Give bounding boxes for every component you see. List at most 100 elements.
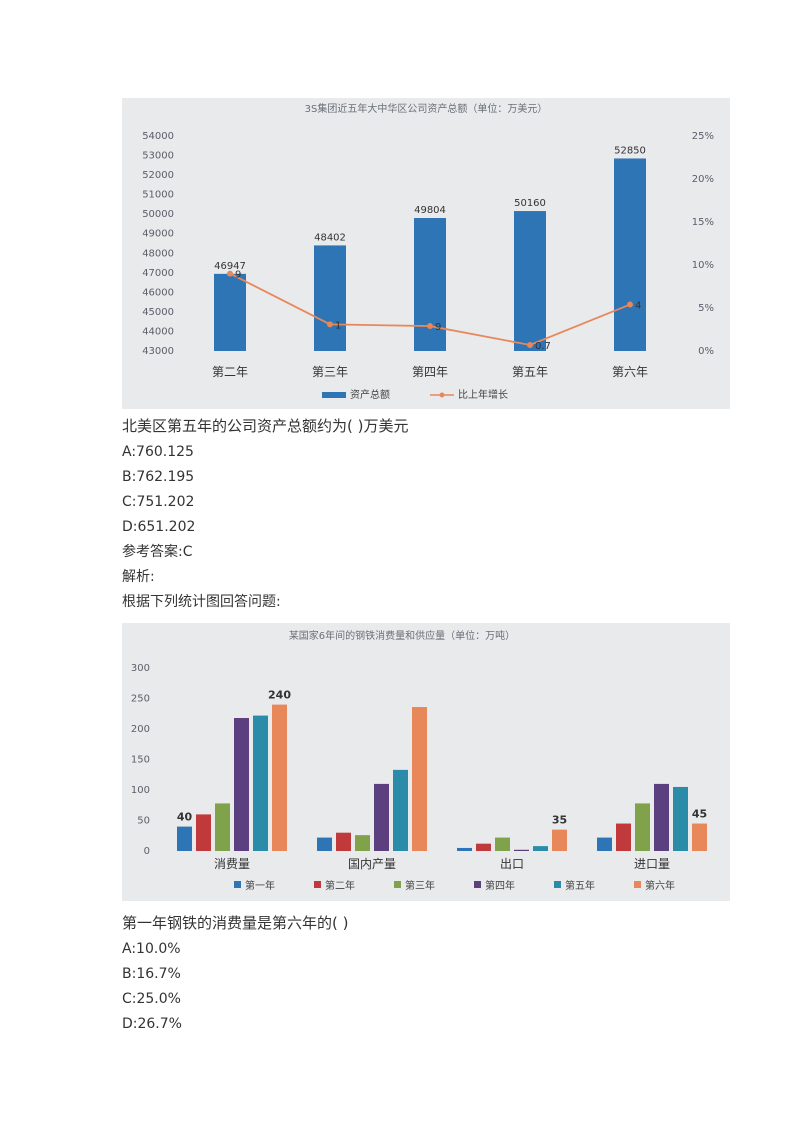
bar-data-label: 46947 xyxy=(214,261,246,272)
right-axis-tick-label: 10% xyxy=(692,260,714,271)
steel-chart-svg: 某国家6年间的钢铁消费量和供应量（单位：万吨） 300 250 200 150 100 5… xyxy=(131,629,707,892)
bar xyxy=(692,823,707,851)
bar xyxy=(514,211,546,351)
bar xyxy=(355,835,370,851)
legend-label: 第六年 xyxy=(645,879,675,892)
question2-option-d: D:26.7% xyxy=(122,1016,182,1032)
asset-chart: 3S集团近五年大中华区公司资产总额（单位：万美元） 54000 53000 5200… xyxy=(122,98,730,409)
legend-swatch-bar xyxy=(322,392,346,398)
right-axis-tick-label: 25% xyxy=(692,131,714,142)
bar-data-label: 240 xyxy=(268,689,291,702)
bar xyxy=(214,273,246,351)
bar xyxy=(616,823,631,851)
bar xyxy=(314,245,346,351)
question1-option-b: B:762.195 xyxy=(122,469,195,485)
y-axis-tick-label: 250 xyxy=(131,694,150,705)
right-axis-tick-label: 15% xyxy=(692,217,714,228)
left-axis-tick-label: 45000 xyxy=(142,307,174,318)
bar xyxy=(177,826,192,851)
right-axis-tick-label: 0% xyxy=(698,346,714,357)
bar-data-label: 48402 xyxy=(314,232,346,243)
bar xyxy=(514,849,529,851)
category-label: 第六年 xyxy=(612,365,648,379)
legend-label: 第二年 xyxy=(325,879,355,892)
growth-data-label: 9 xyxy=(235,270,241,281)
bar-data-label: 45 xyxy=(692,808,707,821)
legend-swatch xyxy=(314,881,321,888)
steel-chart: 某国家6年间的钢铁消费量和供应量（单位：万吨） 300 250 200 150 100 5… xyxy=(122,623,730,901)
question2-prompt: 第一年钢铁的消费量是第六年的( ) xyxy=(122,914,349,932)
y-axis-tick-label: 200 xyxy=(131,724,150,735)
bar xyxy=(317,837,332,851)
question1-answer: 参考答案:C xyxy=(122,544,193,560)
legend-label-line: 比上年增长 xyxy=(458,388,508,401)
growth-point xyxy=(627,301,633,308)
growth-data-label: 0.7 xyxy=(535,341,551,352)
category-label: 第四年 xyxy=(412,365,448,379)
bar xyxy=(393,769,408,851)
legend-label: 第四年 xyxy=(485,879,515,892)
left-axis-tick-label: 43000 xyxy=(142,346,174,357)
right-axis-tick-label: 5% xyxy=(698,303,714,314)
bar-data-label: 35 xyxy=(552,814,567,827)
left-axis-tick-label: 50000 xyxy=(142,209,174,220)
left-axis-tick-label: 46000 xyxy=(142,287,174,298)
bar xyxy=(215,803,230,851)
left-axis-tick-label: 53000 xyxy=(142,151,174,162)
growth-point xyxy=(327,321,333,328)
left-axis-tick-label: 44000 xyxy=(142,326,174,337)
question1-option-d: D:651.202 xyxy=(122,519,196,535)
legend-swatch xyxy=(394,881,401,888)
bar xyxy=(196,814,211,851)
bar xyxy=(533,846,548,851)
legend-label: 第五年 xyxy=(565,879,595,892)
growth-data-label: 4 xyxy=(635,301,641,312)
left-axis-tick-label: 49000 xyxy=(142,229,174,240)
category-label: 第五年 xyxy=(512,365,548,379)
legend-label: 第三年 xyxy=(405,879,435,892)
growth-point xyxy=(527,341,533,348)
legend-swatch xyxy=(234,881,241,888)
legend-marker-line xyxy=(439,392,445,398)
left-axis-tick-label: 52000 xyxy=(142,170,174,181)
question1-analysis: 解析: xyxy=(122,569,155,585)
left-axis-tick-label: 47000 xyxy=(142,268,174,279)
legend-label: 第一年 xyxy=(245,879,275,892)
intro2-text: 根据下列统计图回答问题: xyxy=(122,594,281,610)
bar xyxy=(476,843,491,851)
y-axis-tick-label: 100 xyxy=(131,785,150,796)
bar xyxy=(336,832,351,851)
y-axis-tick-label: 0 xyxy=(144,846,150,857)
bar xyxy=(552,829,567,851)
bar xyxy=(234,718,249,851)
growth-point xyxy=(427,323,433,330)
left-axis-tick-label: 51000 xyxy=(142,190,174,201)
left-axis-tick-label: 48000 xyxy=(142,248,174,259)
chart-title: 某国家6年间的钢铁消费量和供应量（单位：万吨） xyxy=(289,629,515,642)
bar xyxy=(412,707,427,851)
question2-option-c: C:25.0% xyxy=(122,991,181,1007)
y-axis-tick-label: 50 xyxy=(137,816,150,827)
bar-data-label: 52850 xyxy=(614,145,646,156)
chart-title: 3S集团近五年大中华区公司资产总额（单位：万美元） xyxy=(305,102,548,115)
category-label: 国内产量 xyxy=(348,857,396,871)
bar-data-label: 40 xyxy=(177,811,193,824)
category-label: 出口 xyxy=(500,857,524,871)
bar xyxy=(374,783,389,851)
question2-option-b: B:16.7% xyxy=(122,966,181,982)
left-axis-tick-label: 54000 xyxy=(142,131,174,142)
bar-data-label: 49804 xyxy=(414,205,446,216)
question2-option-a: A:10.0% xyxy=(122,941,181,957)
legend-swatch xyxy=(634,881,641,888)
growth-data-label: 9 xyxy=(435,322,441,333)
bar-data-label: 50160 xyxy=(514,198,546,209)
bar xyxy=(635,803,650,851)
legend-swatch xyxy=(474,881,481,888)
bar xyxy=(253,715,268,851)
bar xyxy=(597,837,612,851)
growth-data-label: 1 xyxy=(335,320,341,331)
question1-prompt: 北美区第五年的公司资产总额约为( )万美元 xyxy=(122,417,409,435)
question1-option-a: A:760.125 xyxy=(122,444,194,460)
bar xyxy=(495,837,510,851)
category-label: 进口量 xyxy=(634,857,670,871)
